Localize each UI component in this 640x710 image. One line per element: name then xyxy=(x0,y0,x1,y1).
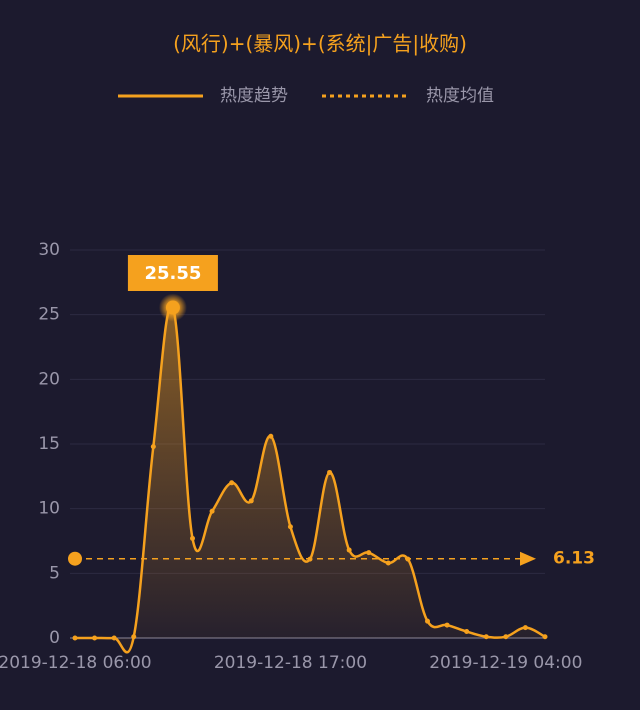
point xyxy=(229,480,235,486)
point xyxy=(522,625,528,631)
peak-point xyxy=(165,300,180,315)
point xyxy=(131,634,137,640)
peak-label: 25.55 xyxy=(144,263,201,284)
mean-dot xyxy=(68,551,82,566)
area xyxy=(75,305,545,653)
point xyxy=(464,629,470,635)
point xyxy=(444,622,450,628)
point xyxy=(425,618,430,624)
y-tick-label: 20 xyxy=(38,369,60,389)
point xyxy=(346,547,352,553)
point xyxy=(150,444,156,450)
x-tick-label: 2019-12-18 17:00 xyxy=(214,653,367,673)
point xyxy=(92,635,98,641)
point xyxy=(287,524,293,530)
point xyxy=(385,560,391,566)
y-tick-label: 15 xyxy=(38,434,60,454)
point xyxy=(366,550,372,556)
point xyxy=(503,634,509,640)
chart-title: (风行)+(暴风)+(系统|广告|收购) xyxy=(173,32,467,56)
legend-label: 热度趋势 xyxy=(220,86,288,106)
mean-label: 6.13 xyxy=(553,549,595,569)
y-tick-label: 30 xyxy=(38,240,60,260)
x-tick-label: 2019-12-18 06:00 xyxy=(0,653,152,673)
y-tick-label: 25 xyxy=(38,305,60,325)
y-tick-label: 0 xyxy=(49,628,60,648)
point xyxy=(268,433,274,439)
point xyxy=(190,535,195,541)
point xyxy=(248,498,254,504)
point xyxy=(542,634,548,640)
x-tick-label: 2019-12-19 04:00 xyxy=(429,653,582,673)
y-tick-label: 5 xyxy=(49,563,60,583)
point xyxy=(111,635,117,641)
point xyxy=(483,634,489,640)
point xyxy=(327,469,333,475)
legend: 热度趋势 热度均值 xyxy=(118,86,494,106)
point xyxy=(72,635,78,641)
y-tick-label: 10 xyxy=(38,499,60,519)
mean-arrow xyxy=(520,551,536,566)
point xyxy=(209,508,215,514)
peak-label-box xyxy=(127,255,218,291)
legend-label: 热度均值 xyxy=(426,86,494,106)
